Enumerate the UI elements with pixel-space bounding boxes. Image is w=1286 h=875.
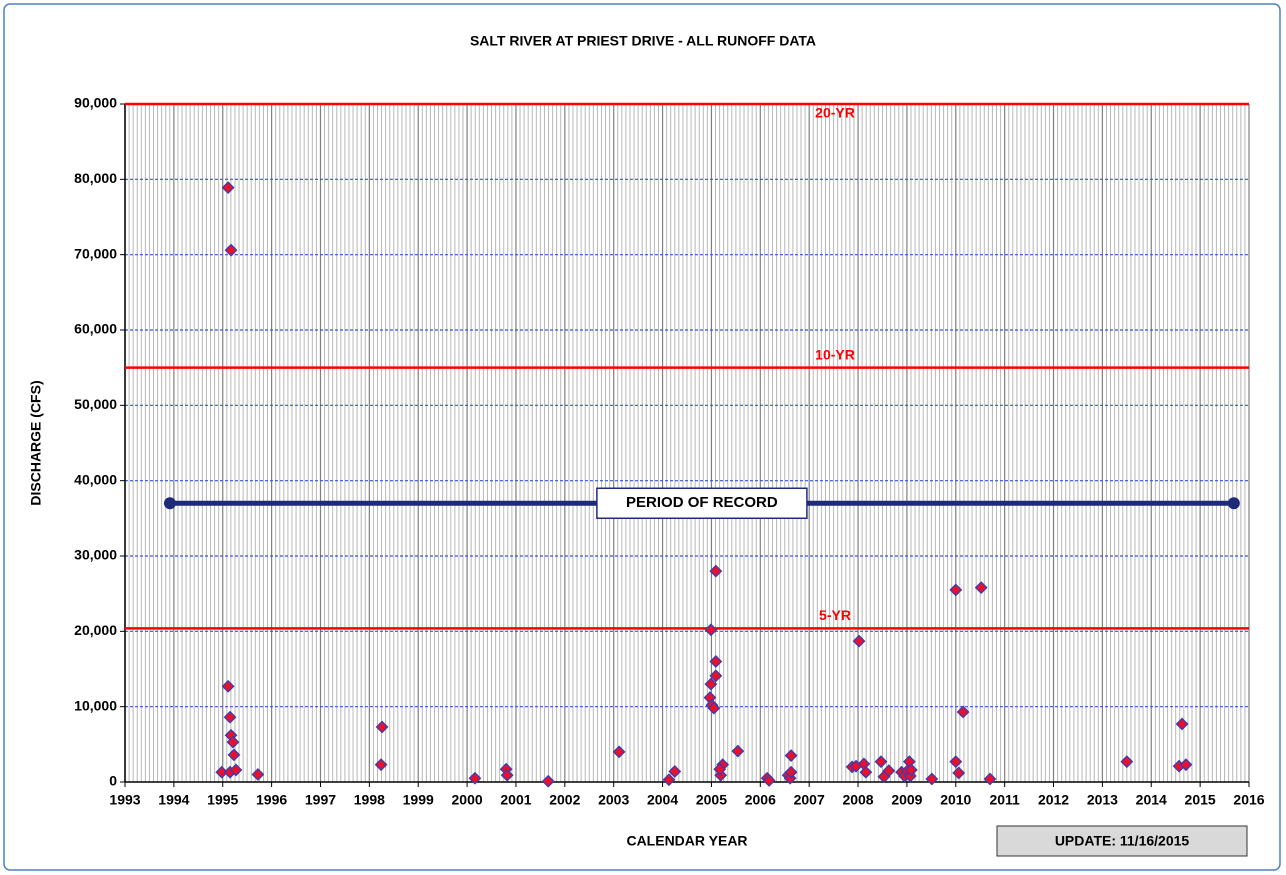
data-point [229, 763, 243, 777]
data-point [874, 755, 888, 769]
data-point [956, 705, 970, 719]
data-point [662, 773, 676, 787]
data-point [612, 745, 626, 759]
data-point [709, 564, 723, 578]
y-tick-label: 10,000 [74, 697, 117, 713]
period-label: PERIOD OF RECORD [626, 494, 778, 511]
y-tick-label: 60,000 [74, 321, 117, 337]
data-point [221, 181, 235, 195]
data-point [731, 744, 745, 758]
y-tick-label: 20,000 [74, 622, 117, 638]
data-point [707, 701, 721, 715]
y-tick-label: 50,000 [74, 396, 117, 412]
data-point [251, 768, 265, 781]
data-point [903, 769, 917, 783]
data-point [227, 748, 241, 762]
period-start [163, 497, 176, 510]
period-end [1227, 497, 1240, 510]
reference-label: 20-YR [815, 105, 855, 121]
data-point [500, 768, 514, 782]
x-tick-label: 1994 [158, 792, 189, 808]
x-tick-label: 2009 [891, 792, 922, 808]
reference-label: 10-YR [815, 346, 855, 362]
x-tick-label: 2004 [647, 792, 678, 808]
data-point [983, 772, 997, 786]
data-point [541, 774, 555, 788]
x-tick-label: 2006 [745, 792, 776, 808]
x-tick-label: 2003 [598, 792, 629, 808]
data-point [904, 763, 918, 777]
data-point [223, 710, 237, 724]
x-tick-label: 2008 [842, 792, 873, 808]
data-point [852, 634, 866, 648]
data-point [375, 720, 389, 734]
data-point [1120, 755, 1134, 769]
x-axis-label: CALENDAR YEAR [626, 833, 747, 849]
x-tick-label: 2014 [1136, 792, 1167, 808]
data-point [859, 765, 873, 779]
data-point [882, 764, 896, 778]
y-tick-label: 80,000 [74, 170, 117, 186]
data-point [762, 774, 776, 787]
x-tick-label: 2012 [1038, 792, 1069, 808]
data-point [709, 669, 723, 683]
update-text: UPDATE: 11/16/2015 [1055, 833, 1190, 849]
x-tick-label: 1998 [354, 792, 385, 808]
data-point [783, 771, 797, 785]
x-tick-label: 2013 [1087, 792, 1118, 808]
x-tick-label: 2002 [549, 792, 580, 808]
x-tick-label: 2015 [1185, 792, 1216, 808]
data-point [949, 755, 963, 769]
data-point [709, 655, 723, 668]
data-point [974, 581, 988, 595]
x-tick-label: 1999 [403, 792, 434, 808]
data-point [374, 758, 388, 772]
x-tick-label: 2010 [940, 792, 971, 808]
data-point [468, 771, 482, 785]
data-point [221, 679, 235, 693]
x-tick-label: 1996 [256, 792, 287, 808]
data-point [925, 772, 939, 786]
data-point [1175, 717, 1189, 731]
x-tick-label: 1997 [305, 792, 336, 808]
y-axis-label: DISCHARGE (CFS) [28, 380, 44, 505]
data-point [784, 765, 798, 779]
data-point [784, 749, 798, 763]
data-point [704, 623, 718, 637]
data-point [668, 765, 682, 778]
data-point [215, 765, 229, 779]
x-tick-label: 1995 [207, 792, 238, 808]
data-point [949, 583, 963, 597]
x-tick-label: 1993 [109, 792, 140, 808]
data-point [224, 243, 238, 257]
y-tick-label: 0 [109, 773, 117, 789]
data-point [226, 735, 240, 749]
y-tick-label: 70,000 [74, 245, 117, 261]
x-tick-label: 2011 [989, 792, 1020, 808]
data-point [704, 677, 718, 691]
period-box [596, 487, 808, 520]
y-tick-label: 90,000 [74, 95, 117, 111]
data-point [713, 762, 727, 776]
x-tick-label: 2007 [794, 792, 825, 808]
y-tick-label: 30,000 [74, 547, 117, 563]
reference-label: 5-YR [819, 607, 851, 623]
chart-title: SALT RIVER AT PRIEST DRIVE - ALL RUNOFF … [470, 33, 816, 49]
data-point [952, 766, 966, 780]
x-tick-label: 2016 [1233, 792, 1264, 808]
x-tick-label: 2005 [696, 792, 727, 808]
x-tick-label: 2001 [500, 792, 531, 808]
update-box [996, 825, 1248, 857]
data-point [1179, 758, 1193, 772]
y-tick-label: 40,000 [74, 471, 117, 487]
x-tick-label: 2000 [452, 792, 483, 808]
